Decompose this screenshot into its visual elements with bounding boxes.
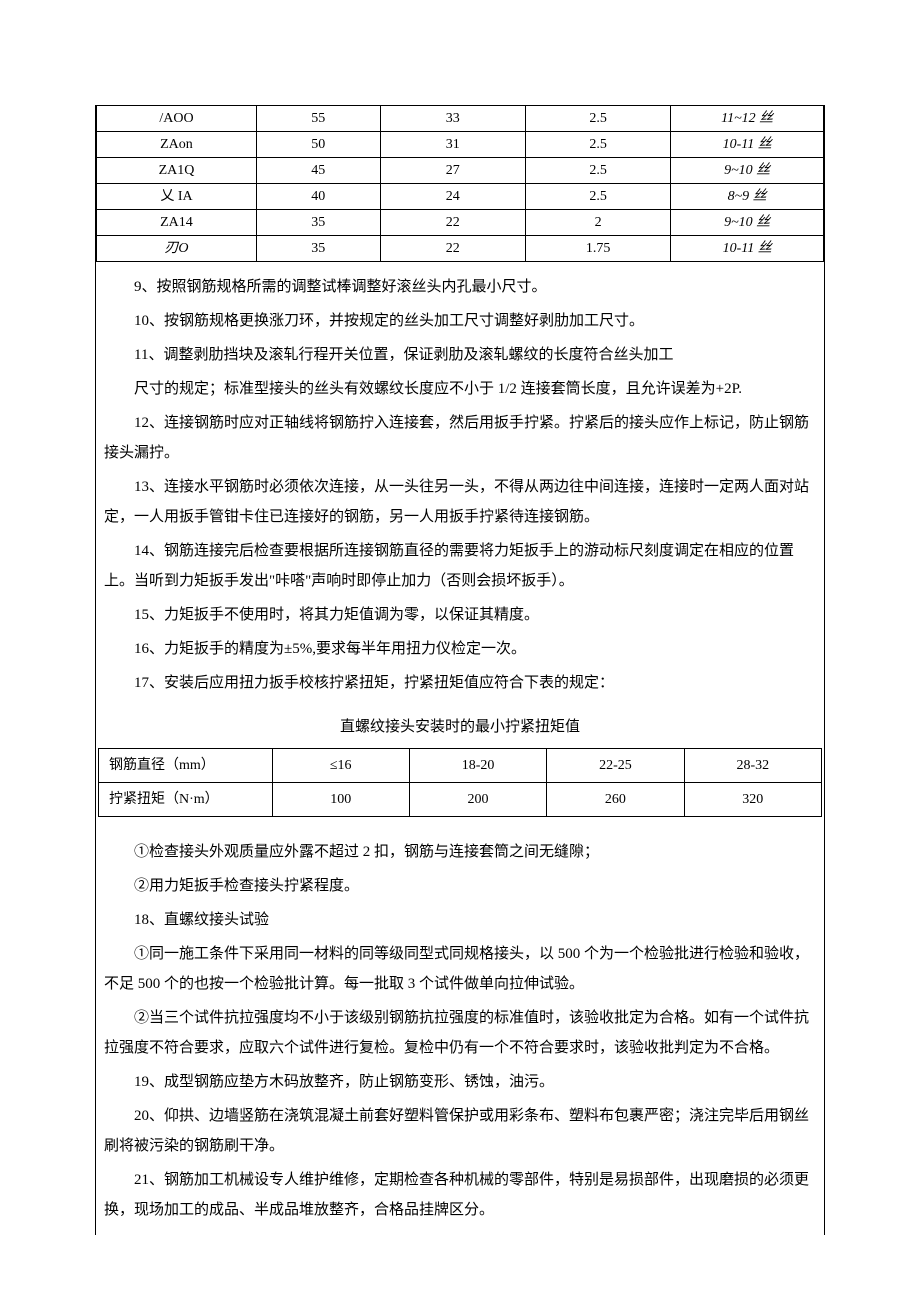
- torque-header-row: 钢筋直径（mm） ≤16 18-20 22-25 28-32: [99, 749, 822, 783]
- torque-row-c1: 100: [272, 783, 409, 817]
- document-frame: /AOO55332.511~12 丝ZAon50312.510-11 丝ZA1Q…: [95, 105, 825, 1235]
- paragraph: ②用力矩扳手检查接头拧紧程度。: [104, 871, 816, 901]
- torque-table: 钢筋直径（mm） ≤16 18-20 22-25 28-32 拧紧扭矩（N·m）…: [98, 748, 822, 817]
- table-cell: ZA14: [97, 210, 257, 236]
- table-cell: 11~12 丝: [671, 106, 824, 132]
- table-cell: 2.5: [525, 158, 670, 184]
- torque-data-row: 拧紧扭矩（N·m） 100 200 260 320: [99, 783, 822, 817]
- paragraph: 20、仰拱、边墙竖筋在浇筑混凝土前套好塑料管保护或用彩条布、塑料布包裹严密；浇注…: [104, 1101, 816, 1161]
- paragraph: 17、安装后应用扭力扳手校核拧紧扭矩，拧紧扭矩值应符合下表的规定：: [104, 668, 816, 698]
- table-cell: 35: [256, 236, 380, 262]
- torque-row-c2: 200: [409, 783, 546, 817]
- spec-table: /AOO55332.511~12 丝ZAon50312.510-11 丝ZA1Q…: [96, 105, 824, 262]
- table-row: ZA14352229~10 丝: [97, 210, 824, 236]
- table-row: ZA1Q45272.59~10 丝: [97, 158, 824, 184]
- torque-header-label: 钢筋直径（mm）: [99, 749, 273, 783]
- paragraph: 18、直螺纹接头试验: [104, 905, 816, 935]
- table-cell: 2.5: [525, 132, 670, 158]
- table-cell: 33: [380, 106, 525, 132]
- table-cell: 10-11 丝: [671, 236, 824, 262]
- table-cell: 55: [256, 106, 380, 132]
- table-caption: 直螺纹接头安装时的最小拧紧扭矩值: [96, 712, 824, 742]
- table-cell: 35: [256, 210, 380, 236]
- paragraph: 15、力矩扳手不使用时，将其力矩值调为零，以保证其精度。: [104, 600, 816, 630]
- table-cell: 40: [256, 184, 380, 210]
- body-text-2: ①检查接头外观质量应外露不超过 2 扣，钢筋与连接套筒之间无缝隙； ②用力矩扳手检…: [96, 827, 824, 1235]
- table-cell: ZAon: [97, 132, 257, 158]
- paragraph: 14、钢筋连接完后检查要根据所连接钢筋直径的需要将力矩扳手上的游动标尺刻度调定在…: [96, 536, 824, 596]
- table-cell: 2.5: [525, 106, 670, 132]
- paragraph: 12、连接钢筋时应对正轴线将钢筋拧入连接套，然后用扳手拧紧。拧紧后的接头应作上标…: [96, 408, 824, 468]
- paragraph: 16、力矩扳手的精度为±5%,要求每半年用扭力仪检定一次。: [104, 634, 816, 664]
- paragraph: ①同一施工条件下采用同一材料的同等级同型式同规格接头，以 500 个为一个检验批…: [96, 939, 824, 999]
- torque-row-c3: 260: [547, 783, 684, 817]
- table-cell: 乂 IA: [97, 184, 257, 210]
- torque-row-label: 拧紧扭矩（N·m）: [99, 783, 273, 817]
- table-row: /AOO55332.511~12 丝: [97, 106, 824, 132]
- table-cell: 22: [380, 210, 525, 236]
- paragraph: 19、成型钢筋应垫方木码放整齐，防止钢筋变形、锈蚀，油污。: [104, 1067, 816, 1097]
- table-cell: 27: [380, 158, 525, 184]
- table-cell: 31: [380, 132, 525, 158]
- table-cell: 9~10 丝: [671, 210, 824, 236]
- table-cell: 10-11 丝: [671, 132, 824, 158]
- paragraph: 尺寸的规定；标准型接头的丝头有效螺纹长度应不小于 1/2 连接套筒长度，且允许误…: [104, 374, 816, 404]
- table-cell: 1.75: [525, 236, 670, 262]
- table-cell: 8~9 丝: [671, 184, 824, 210]
- table-cell: 45: [256, 158, 380, 184]
- paragraph: 21、钢筋加工机械设专人维护维修，定期检查各种机械的零部件，特别是易损部件，出现…: [104, 1165, 816, 1225]
- table-cell: 24: [380, 184, 525, 210]
- body-text-1: 9、按照钢筋规格所需的调整试棒调整好滚丝头内孔最小尺寸。 10、按钢筋规格更换涨刀…: [96, 262, 824, 708]
- table-row: 乂 IA40242.58~9 丝: [97, 184, 824, 210]
- torque-header-c2: 18-20: [409, 749, 546, 783]
- paragraph: 9、按照钢筋规格所需的调整试棒调整好滚丝头内孔最小尺寸。: [104, 272, 816, 302]
- table-cell: 50: [256, 132, 380, 158]
- table-row: ZAon50312.510-11 丝: [97, 132, 824, 158]
- table-cell: 9~10 丝: [671, 158, 824, 184]
- table-cell: 刃O: [97, 236, 257, 262]
- torque-header-c1: ≤16: [272, 749, 409, 783]
- paragraph: 11、调整剥肋挡块及滚轧行程开关位置，保证剥肋及滚轧螺纹的长度符合丝头加工: [104, 340, 816, 370]
- spec-table-body: /AOO55332.511~12 丝ZAon50312.510-11 丝ZA1Q…: [97, 106, 824, 262]
- table-cell: 2.5: [525, 184, 670, 210]
- torque-header-c4: 28-32: [684, 749, 821, 783]
- table-row: 刃O35221.7510-11 丝: [97, 236, 824, 262]
- table-cell: 22: [380, 236, 525, 262]
- torque-header-c3: 22-25: [547, 749, 684, 783]
- torque-row-c4: 320: [684, 783, 821, 817]
- table-cell: ZA1Q: [97, 158, 257, 184]
- table-cell: 2: [525, 210, 670, 236]
- paragraph: 13、连接水平钢筋时必须依次连接，从一头往另一头，不得从两边往中间连接，连接时一…: [96, 472, 824, 532]
- paragraph: ①检查接头外观质量应外露不超过 2 扣，钢筋与连接套筒之间无缝隙；: [104, 837, 816, 867]
- paragraph: 10、按钢筋规格更换涨刀环，并按规定的丝头加工尺寸调整好剥肋加工尺寸。: [104, 306, 816, 336]
- paragraph: ②当三个试件抗拉强度均不小于该级别钢筋抗拉强度的标准值时，该验收批定为合格。如有…: [96, 1003, 824, 1063]
- table-cell: /AOO: [97, 106, 257, 132]
